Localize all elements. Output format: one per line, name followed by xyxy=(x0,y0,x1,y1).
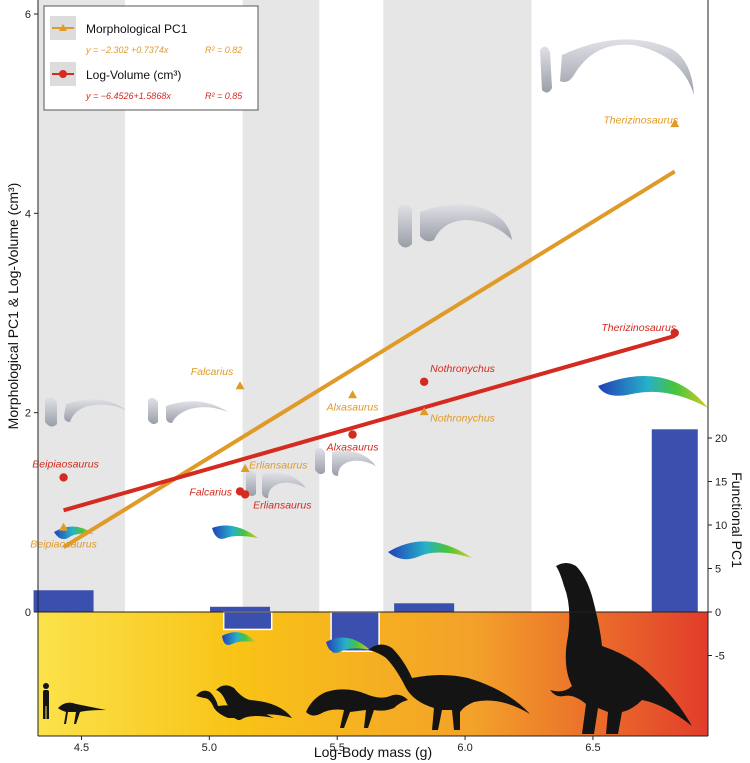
claw-icon-alxasaurus xyxy=(315,447,376,476)
data-points xyxy=(59,119,680,531)
y2-tick-label-0: -5 xyxy=(715,651,725,663)
fe-claw-icon-6 xyxy=(326,637,370,653)
y-axis-ticks: 0 2 4 6 xyxy=(25,9,38,619)
fe-claw-icon-4 xyxy=(598,375,708,408)
legend-label-2: Log-Volume (cm³) xyxy=(86,68,181,82)
trendlines xyxy=(62,169,676,549)
claw-icon-falcarius xyxy=(148,397,228,425)
point-label-1-4: Nothronychus xyxy=(430,363,496,375)
falcarius-erliansaurus-silhouette-icon xyxy=(196,685,292,720)
x-tick-label-3: 6.0 xyxy=(457,742,472,754)
circle-marker-1 xyxy=(59,473,68,482)
trendline-2 xyxy=(63,334,676,513)
legend-r2-1: R² = 0.82 xyxy=(205,45,242,55)
point-label-0-3: Alxasaurus xyxy=(326,402,380,414)
functional-pc1-bars xyxy=(33,429,698,652)
triangle-marker-3 xyxy=(240,463,250,472)
triangle-marker-4 xyxy=(348,390,358,399)
y-tick-label-0: 0 xyxy=(25,607,31,619)
y2-axis-ticks: -5 0 5 10 15 20 xyxy=(708,433,727,663)
circle-marker-6 xyxy=(670,328,679,338)
claw-icon-therizinosaurus xyxy=(540,39,694,95)
fe-claw-icon-2 xyxy=(212,525,258,539)
triangle-marker-6 xyxy=(670,119,680,128)
y2-tick-label-5: 20 xyxy=(715,433,727,445)
circle-marker-3 xyxy=(240,490,250,499)
functional-bar-1 xyxy=(33,590,94,612)
point-label-0-5: Therizinosaurus xyxy=(603,115,678,127)
claw-illustrations xyxy=(45,39,708,653)
fe-claw-icon-3 xyxy=(388,541,472,560)
alxasaurus-silhouette-icon xyxy=(306,689,408,728)
point-label-1-5: Therizinosaurus xyxy=(601,322,676,334)
y-tick-label-2: 4 xyxy=(25,208,31,220)
nothronychus-silhouette-icon xyxy=(368,644,530,730)
claw-icon-beipiaosaurus xyxy=(45,397,126,427)
legend-box xyxy=(43,5,259,111)
y-axis-title: Morphological PC1 & Log-Volume (cm³) xyxy=(5,183,21,430)
therizinosaurus-silhouette-icon xyxy=(550,563,692,734)
x-tick-label-1: 5.0 xyxy=(202,742,217,754)
point-label-0-4: Nothronychus xyxy=(430,413,496,425)
y2-tick-label-4: 15 xyxy=(715,477,727,489)
triangle-marker-5 xyxy=(419,407,429,416)
point-label-1-1: Falcarius xyxy=(189,486,232,498)
y2-tick-label-3: 10 xyxy=(715,520,727,532)
legend-triangle-icon xyxy=(59,24,67,31)
claw-icon-nothronychus xyxy=(398,204,512,248)
y-tick-label-3: 6 xyxy=(25,9,31,21)
legend-label-1: Morphological PC1 xyxy=(86,22,188,36)
x-tick-label-4: 6.5 xyxy=(585,742,600,754)
dinosaur-silhouettes xyxy=(43,563,692,734)
trendline-1 xyxy=(62,169,676,549)
y-tick-label-1: 2 xyxy=(25,408,31,420)
functional-bar-2 xyxy=(210,606,271,612)
point-label-1-2: Erliansaurus xyxy=(253,499,312,511)
point-label-1-3: Alxasaurus xyxy=(326,442,380,454)
functional-bar-3 xyxy=(222,611,273,631)
triangle-marker-2 xyxy=(235,381,245,390)
point-label-0-2: Erliansaurus xyxy=(249,459,308,471)
claw-icon-erliansaurus xyxy=(246,469,306,498)
functional-bar-5 xyxy=(394,603,455,612)
x-tick-label-0: 4.5 xyxy=(74,742,89,754)
human-silhouette-icon xyxy=(43,683,49,719)
point-label-1-0: Beipiaosaurus xyxy=(32,458,99,470)
functional-bar-6 xyxy=(651,429,698,612)
x-axis-title: Log-Body mass (g) xyxy=(314,744,432,760)
y2-tick-label-1: 0 xyxy=(715,607,721,619)
triangle-marker-1 xyxy=(59,522,69,531)
y2-axis-title: Functional PC1 xyxy=(729,472,745,568)
circle-marker-5 xyxy=(419,377,429,386)
y2-tick-label-2: 5 xyxy=(715,564,721,576)
x-axis-ticks: 4.5 5.0 5.5 6.0 6.5 xyxy=(74,736,601,754)
beipiaosaurus-silhouette-icon xyxy=(58,702,106,724)
point-labels: Beipiaosaurus Falcarius Erliansaurus Alxasa… xyxy=(30,115,679,551)
fe-claw-icon-5 xyxy=(222,632,256,645)
x-tick-label-2: 5.5 xyxy=(330,742,345,754)
point-label-0-1: Falcarius xyxy=(191,366,234,378)
legend-equation-2: y = −6.4526+1.5868x xyxy=(85,91,171,101)
legend-equation-1: y = −2.302 +0.7374x xyxy=(85,45,169,55)
legend-r2-2: R² = 0.85 xyxy=(205,91,243,101)
legend-circle-icon xyxy=(59,70,67,78)
circle-marker-4 xyxy=(348,430,357,439)
legend: Morphological PC1 y = −2.302 +0.7374x R²… xyxy=(43,5,259,111)
point-label-0-0: Beipiaosaurus xyxy=(30,538,97,550)
